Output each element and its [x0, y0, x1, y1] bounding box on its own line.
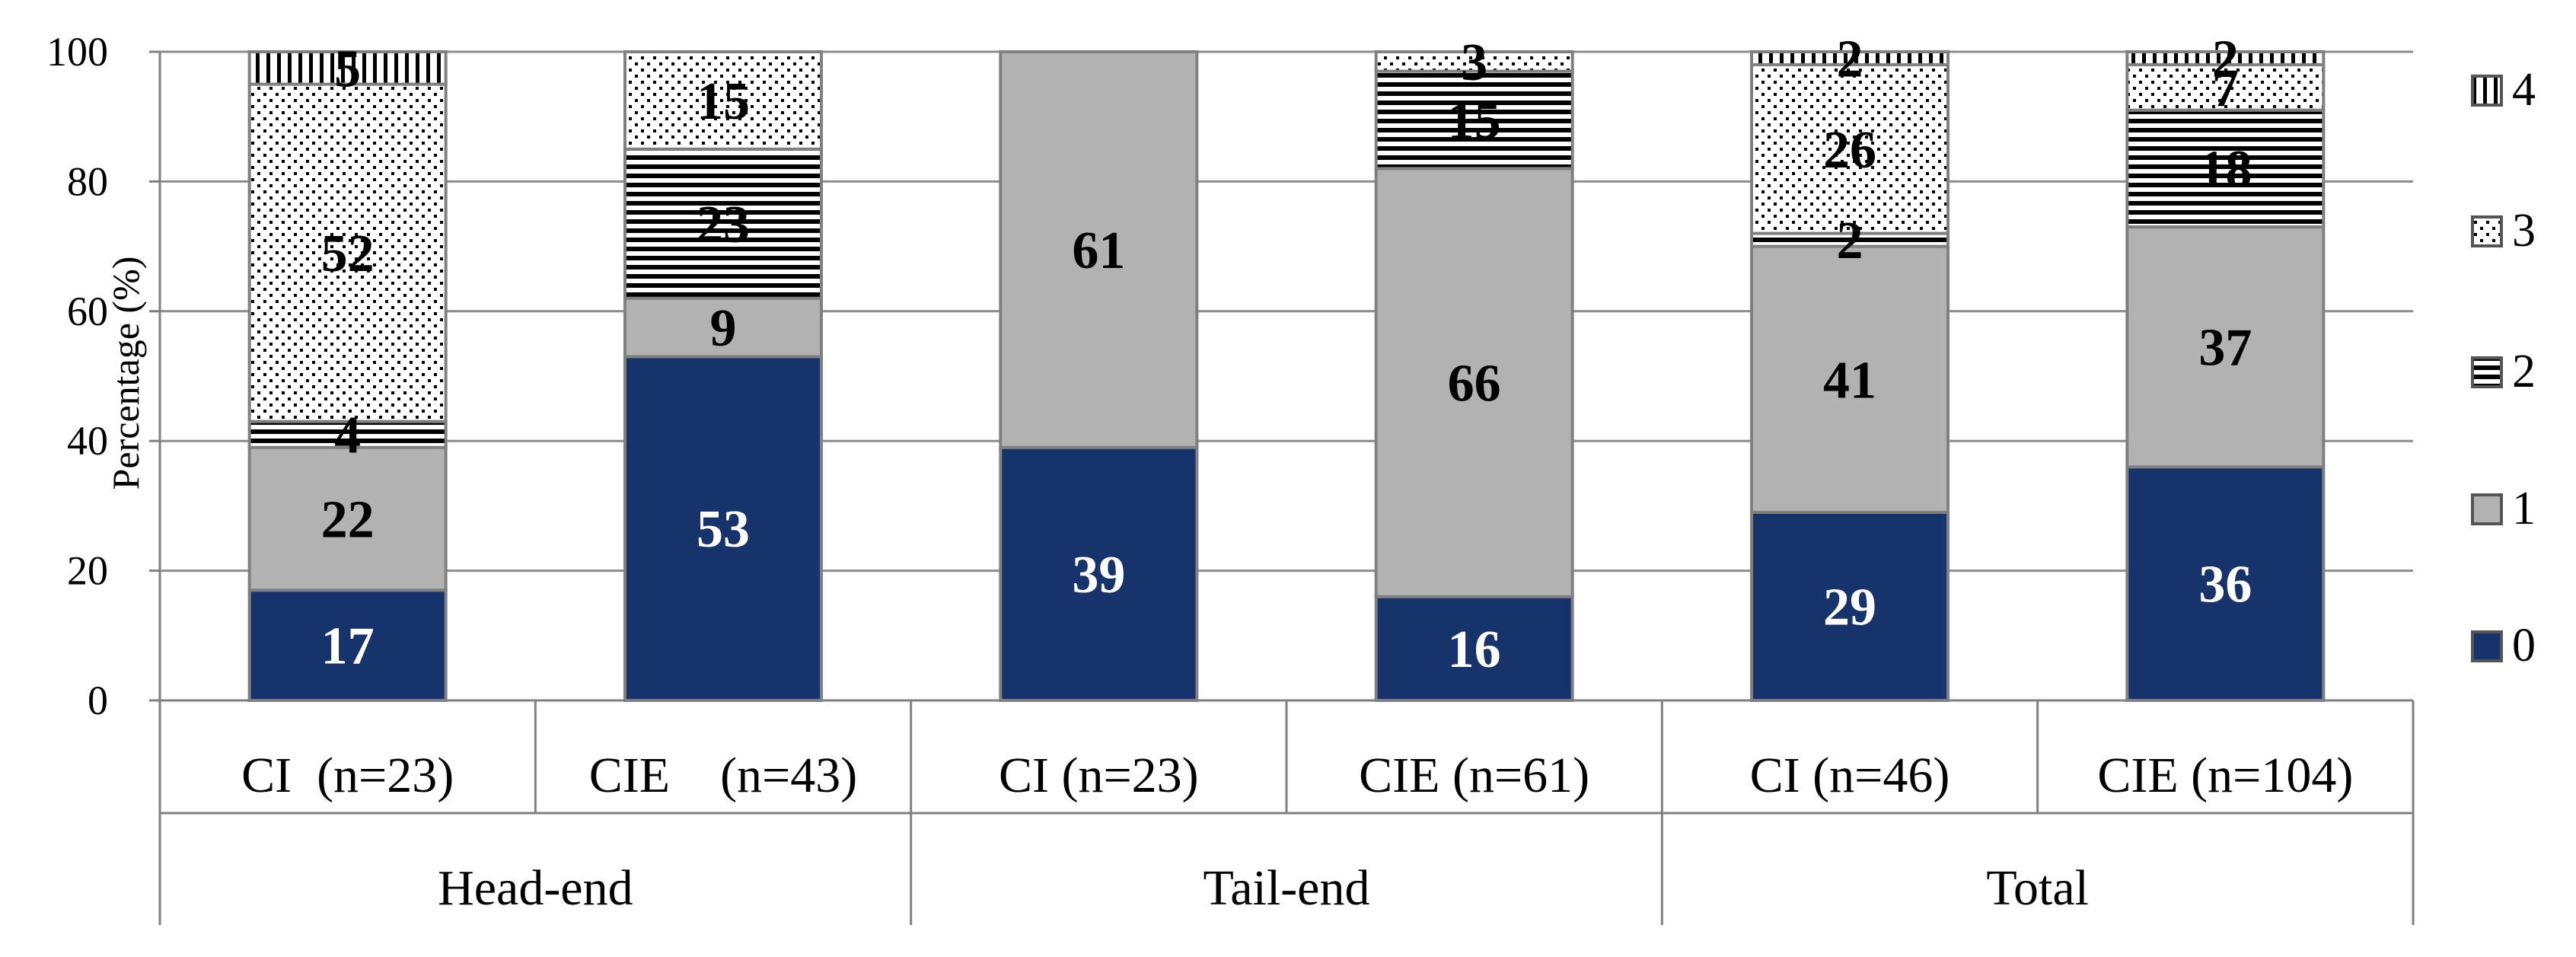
x-category-label: CIE (n=61) — [1359, 748, 1589, 803]
y-tick-label: 40 — [67, 418, 108, 464]
data-label: 36 — [2198, 556, 2252, 614]
data-label: 2 — [2212, 30, 2239, 89]
x-category-label: CI (n=46) — [1750, 748, 1950, 803]
legend-label: 1 — [2512, 483, 2536, 534]
legend-label: 3 — [2512, 205, 2536, 257]
bar-segment-2 — [623, 147, 823, 300]
data-label: 2 — [1837, 212, 1863, 270]
data-label: 39 — [1072, 546, 1125, 605]
data-label: 18 — [2198, 140, 2252, 199]
data-label: 2 — [1837, 30, 1863, 89]
legend-label: 2 — [2512, 346, 2536, 397]
bar-segment-4 — [2125, 50, 2326, 67]
bar-segment-0 — [623, 355, 823, 702]
bar-segment-0 — [247, 589, 448, 702]
bar-segment-2 — [247, 419, 448, 449]
x-group-label: Tail-end — [1204, 860, 1370, 916]
bar-segment-0 — [1374, 595, 1574, 702]
x-category-label: CIE (n=104) — [2097, 748, 2353, 803]
data-label: 29 — [1823, 578, 1876, 636]
bar-segment-4 — [1750, 50, 1950, 67]
data-label: 9 — [710, 299, 737, 358]
bar-segment-1 — [999, 50, 1199, 449]
bars — [247, 50, 2326, 703]
x-category-label: CI (n=23) — [999, 748, 1199, 803]
x-category-label: CI (n=23) — [241, 748, 454, 803]
y-tick-labels: 0 20 40 60 80 100 — [46, 29, 108, 723]
legend-swatch-0 — [2471, 630, 2503, 662]
y-tick-label: 20 — [67, 548, 108, 594]
bar-segment-3 — [623, 50, 823, 151]
legend: 4 3 2 1 0 — [2471, 64, 2536, 671]
data-label: 53 — [697, 500, 750, 559]
bar-segment-0 — [1750, 510, 1950, 702]
bar-segment-1 — [623, 296, 823, 359]
bar-segment-1 — [1374, 167, 1574, 598]
x-group-label: Total — [1986, 860, 2089, 916]
data-labels: 1722452553923153961166615329412262363718… — [321, 30, 2252, 679]
bar-segment-1 — [2125, 225, 2326, 469]
bar-segment-3 — [247, 82, 448, 423]
legend-swatch-3 — [2471, 215, 2503, 247]
bar-segment-2 — [1374, 69, 1574, 171]
legend-label: 0 — [2512, 620, 2536, 671]
data-label: 41 — [1823, 351, 1876, 410]
data-label: 23 — [697, 196, 750, 254]
data-label: 15 — [697, 72, 750, 131]
y-tick-label: 100 — [46, 29, 108, 75]
legend-swatch-2 — [2471, 356, 2503, 388]
x-group-label: Head-end — [438, 860, 633, 916]
bar-segment-1 — [247, 445, 448, 592]
data-label: 16 — [1448, 620, 1501, 679]
data-label: 4 — [334, 407, 361, 465]
axes — [158, 52, 2413, 702]
bar-segment-1 — [1750, 244, 1950, 514]
data-label: 3 — [1461, 33, 1487, 92]
data-label: 7 — [2212, 59, 2239, 118]
data-label: 15 — [1448, 91, 1501, 150]
y-tick-label: 0 — [88, 678, 108, 723]
data-label: 5 — [334, 40, 361, 98]
data-label: 61 — [1072, 222, 1125, 280]
x-axis-categories: CI (n=23) CIE (n=43) CI (n=23) CIE (n=61) CI… — [158, 700, 2415, 925]
data-label: 17 — [321, 617, 375, 676]
y-tick-label: 80 — [67, 158, 108, 204]
y-axis-title: Percentage (%) — [104, 257, 147, 490]
legend-label: 4 — [2512, 64, 2536, 116]
gridlines — [149, 50, 2413, 702]
data-label: 52 — [321, 225, 375, 283]
y-tick-label: 60 — [67, 289, 108, 334]
bar-segment-0 — [999, 445, 1199, 702]
legend-swatch-4 — [2471, 75, 2503, 107]
data-label: 26 — [1823, 121, 1876, 180]
data-label: 22 — [321, 490, 375, 549]
bar-segment-3 — [1374, 50, 1574, 73]
bar-segment-3 — [2125, 63, 2326, 112]
data-label: 37 — [2198, 319, 2252, 378]
bar-segment-4 — [247, 50, 448, 86]
legend-swatch-1 — [2471, 493, 2503, 525]
bar-segment-0 — [2125, 465, 2326, 703]
x-category-label: CIE (n=43) — [589, 748, 858, 803]
data-label: 66 — [1448, 355, 1501, 413]
